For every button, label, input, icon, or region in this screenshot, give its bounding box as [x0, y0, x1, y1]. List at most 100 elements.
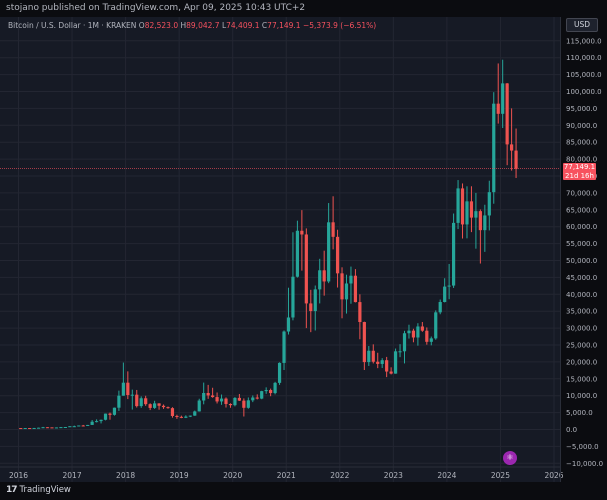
candle-body: [349, 275, 353, 284]
candle-body: [443, 286, 447, 303]
close-label: C: [261, 21, 268, 30]
candle-body: [184, 416, 188, 418]
candle-body: [148, 404, 152, 408]
candle-body: [376, 361, 380, 364]
candle-body: [487, 192, 491, 216]
y-tick-label: 85,000.0: [566, 139, 597, 147]
candle-body: [179, 416, 183, 418]
candle-body: [144, 398, 148, 405]
candle-body: [327, 222, 331, 282]
candle-body: [215, 397, 219, 402]
candle-body: [380, 360, 384, 364]
candle-body: [300, 230, 304, 235]
y-tick-label: 100,000.0: [566, 88, 602, 96]
candle-body: [514, 150, 518, 169]
x-tick-label: 2016: [9, 471, 28, 480]
candle-body: [451, 222, 456, 286]
y-tick-label: 15,000.0: [566, 375, 597, 383]
low-value: 74,409.1: [226, 21, 260, 30]
y-tick-label: 5,000.0: [566, 409, 593, 417]
x-tick-label: 2022: [330, 471, 349, 480]
candle-body: [237, 397, 241, 401]
candle-body: [358, 302, 362, 323]
candle-body: [456, 188, 460, 223]
candle-body: [32, 427, 36, 429]
candle-body: [340, 273, 344, 300]
candle-body: [202, 392, 206, 401]
candle-body: [108, 413, 112, 415]
y-tick-label: 0.0: [566, 426, 577, 434]
candle-body: [385, 360, 389, 372]
candle-body: [483, 215, 487, 231]
candle-body: [19, 428, 23, 430]
candle-body: [367, 350, 371, 363]
y-tick-label: 40,000.0: [566, 291, 597, 299]
candle-body: [246, 400, 250, 408]
candle-body: [398, 351, 402, 353]
candle-body: [291, 276, 295, 318]
candle-body: [121, 382, 125, 396]
y-tick-label: 30,000.0: [566, 325, 597, 333]
open-value: 82,523.0: [144, 21, 179, 30]
y-tick-label: 95,000.0: [566, 105, 597, 113]
candle-body: [233, 397, 237, 406]
candle-body: [255, 397, 259, 399]
event-marker-icon[interactable]: ⚛: [503, 451, 517, 465]
candle-body: [77, 425, 81, 427]
candle-body: [153, 403, 157, 408]
change-value: −5,373.9 (−6.51%): [302, 21, 377, 30]
y-tick-label: 20,000.0: [566, 358, 597, 366]
candle-body: [197, 400, 201, 412]
candle-body: [429, 338, 433, 342]
candle-body: [112, 407, 117, 415]
candle-body: [135, 394, 139, 407]
y-tick-label: 35,000.0: [566, 308, 597, 316]
candle-body: [273, 382, 277, 394]
candle-body: [460, 188, 465, 225]
candle-body: [94, 421, 99, 423]
candle-body: [286, 317, 291, 332]
candle-body: [309, 303, 313, 312]
candle-body: [264, 390, 268, 392]
candle-body: [228, 403, 233, 406]
chart-pane[interactable]: [0, 17, 560, 482]
candle-body: [411, 330, 416, 338]
y-tick-label: 10,000.0: [566, 392, 597, 400]
x-tick-label: 2018: [116, 471, 135, 480]
candle-body: [188, 415, 192, 417]
candle-body: [166, 407, 170, 409]
candle-body: [68, 426, 72, 428]
candle-body: [331, 222, 335, 237]
candle-body: [170, 408, 175, 416]
y-tick-label: 50,000.0: [566, 257, 597, 265]
y-tick-label: 60,000.0: [566, 223, 597, 231]
candle-body: [510, 144, 514, 151]
candle-body: [211, 395, 215, 398]
y-tick-label: 45,000.0: [566, 274, 597, 282]
candle-body: [63, 426, 67, 428]
candle-body: [90, 421, 94, 425]
candle-body: [447, 285, 451, 287]
candle-body: [117, 395, 121, 408]
candle-body: [59, 427, 63, 429]
candle-body: [304, 234, 308, 304]
symbol-title[interactable]: Bitcoin / U.S. Dollar · 1M · KRAKEN: [8, 21, 137, 30]
low-label: L: [221, 21, 227, 30]
candle-body: [36, 427, 41, 429]
candle-body: [416, 326, 420, 338]
x-tick-label: 2020: [223, 471, 242, 480]
candle-body: [103, 413, 108, 420]
candle-body: [505, 83, 509, 145]
candle-body: [23, 428, 27, 430]
candle-body: [393, 351, 398, 374]
y-tick-label: 65,000.0: [566, 206, 597, 214]
candle-body: [469, 201, 474, 218]
candle-body: [45, 427, 50, 429]
currency-button[interactable]: USD: [566, 18, 598, 32]
candle-body: [362, 322, 366, 363]
candle-body: [219, 398, 224, 402]
tradingview-logo-icon: 17: [6, 485, 17, 495]
x-tick-label: 2025: [491, 471, 510, 480]
